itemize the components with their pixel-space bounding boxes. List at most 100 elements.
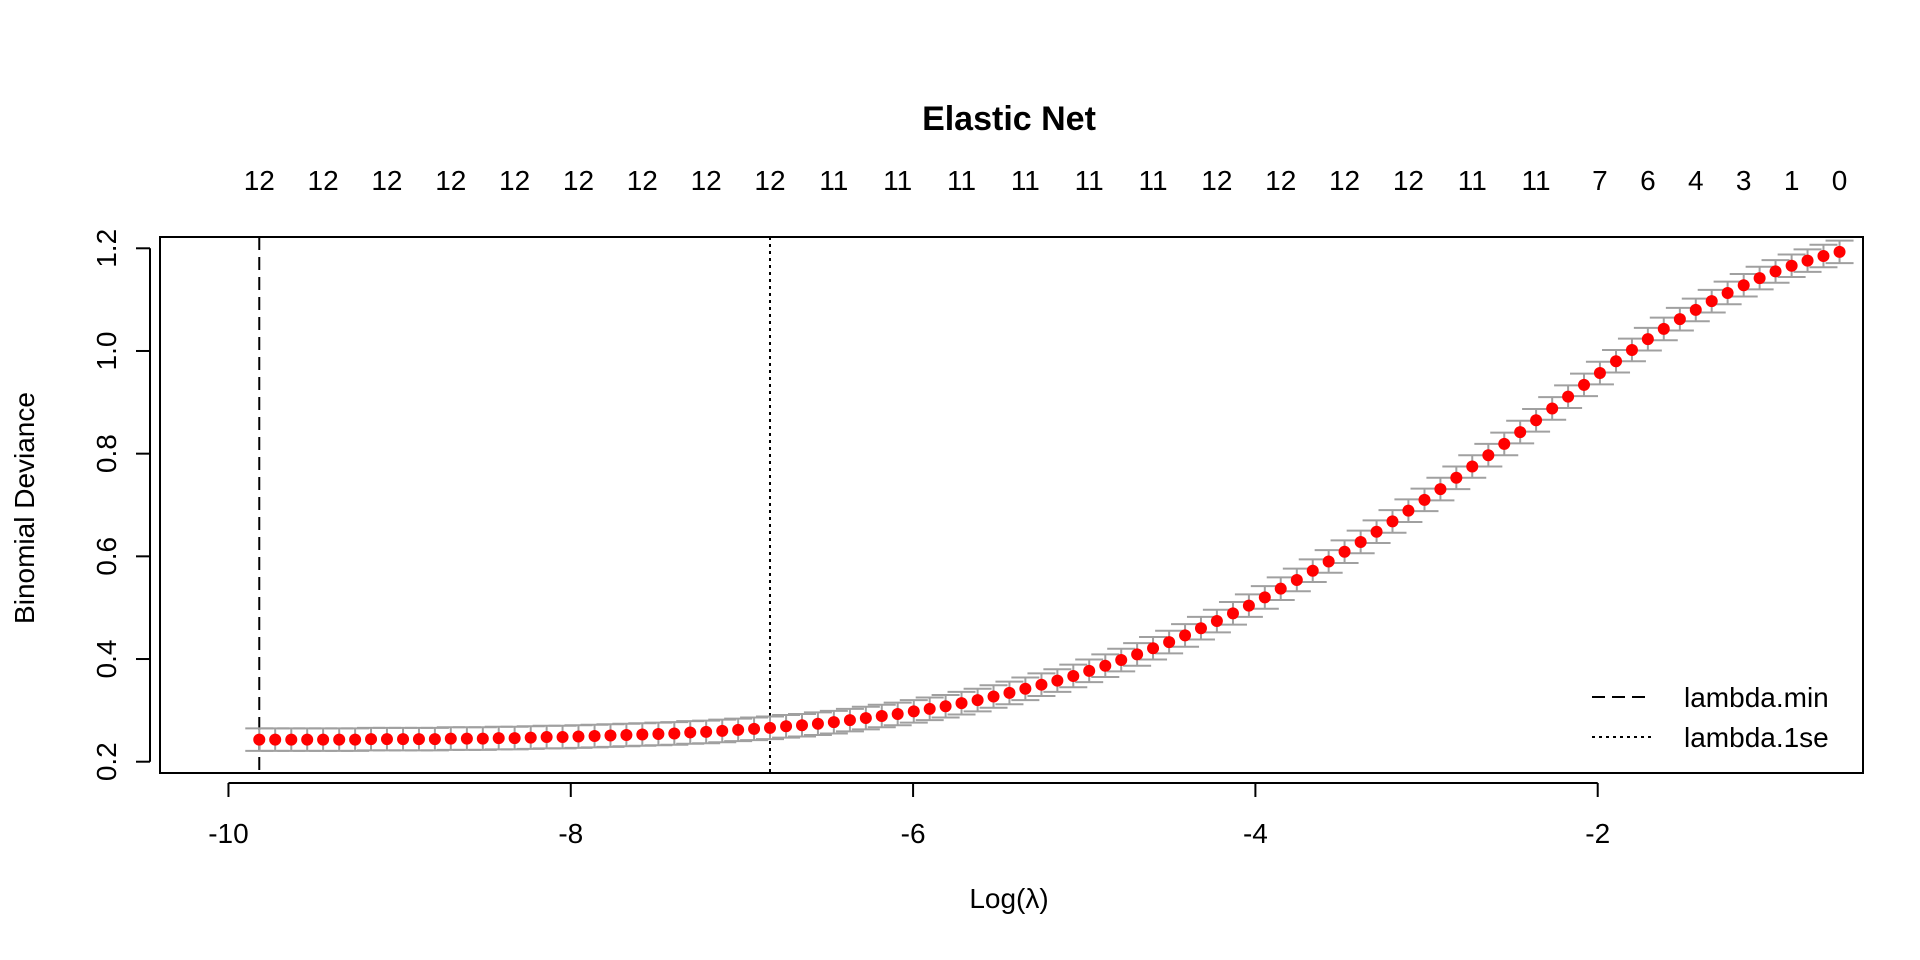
data-point <box>1705 295 1718 308</box>
data-point <box>891 707 904 720</box>
data-point <box>1530 414 1543 427</box>
data-point <box>1370 525 1383 538</box>
data-point <box>1753 272 1766 285</box>
top-axis-count-label: 12 <box>563 165 594 196</box>
data-point <box>1785 259 1798 272</box>
top-axis-count-label: 11 <box>1522 165 1551 196</box>
data-point <box>508 732 521 745</box>
data-point <box>796 719 809 732</box>
data-point <box>859 712 872 725</box>
y-tick-label: 0.6 <box>91 537 122 576</box>
data-point <box>492 732 505 745</box>
data-point <box>700 725 713 738</box>
top-axis-count-label: 11 <box>819 165 848 196</box>
data-point <box>1386 515 1399 528</box>
x-tick-label: -10 <box>208 818 248 849</box>
top-axis-count-label: 12 <box>627 165 658 196</box>
data-point <box>269 733 282 746</box>
data-point <box>1450 471 1463 484</box>
data-point <box>748 722 761 735</box>
data-point <box>1306 564 1319 577</box>
top-axis-count-label: 11 <box>883 165 912 196</box>
data-point <box>1258 591 1271 604</box>
data-point <box>1817 249 1830 262</box>
data-point <box>1242 599 1255 612</box>
top-axis-count-label: 12 <box>435 165 466 196</box>
data-point <box>476 732 489 745</box>
data-point <box>923 702 936 715</box>
data-point <box>428 733 441 746</box>
plot-frame <box>159 236 1864 774</box>
top-axis-count-label: 12 <box>691 165 722 196</box>
top-axis-count-label: 3 <box>1736 165 1752 196</box>
data-point <box>620 729 633 742</box>
data-point <box>827 716 840 729</box>
data-point <box>636 728 649 741</box>
data-point <box>1083 664 1096 677</box>
data-point <box>1402 504 1415 517</box>
top-axis-count-label: 0 <box>1832 165 1848 196</box>
top-axis-count-label: 12 <box>308 165 339 196</box>
data-point <box>811 717 824 730</box>
data-point <box>875 710 888 723</box>
y-tick-label: 0.2 <box>91 742 122 781</box>
data-point <box>1769 265 1782 278</box>
top-axis-count-label: 11 <box>1075 165 1104 196</box>
data-point <box>556 731 569 744</box>
top-axis-count-label: 11 <box>1458 165 1487 196</box>
data-point <box>907 705 920 718</box>
top-axis-count-label: 12 <box>1265 165 1296 196</box>
data-point <box>397 733 410 746</box>
top-axis-count-label: 12 <box>1393 165 1424 196</box>
data-point <box>333 733 346 746</box>
data-point <box>652 727 665 740</box>
top-axis-count-label: 11 <box>1139 165 1168 196</box>
top-axis-count-label: 4 <box>1688 165 1704 196</box>
data-point <box>1673 313 1686 326</box>
data-point <box>1833 245 1846 258</box>
data-point <box>1593 367 1606 380</box>
data-point <box>1578 378 1591 391</box>
data-point <box>1721 286 1734 299</box>
data-point <box>1625 343 1638 356</box>
data-point <box>380 733 393 746</box>
data-point <box>317 733 330 746</box>
data-point <box>1115 654 1128 667</box>
top-axis-count-label: 12 <box>754 165 785 196</box>
y-tick-label: 1.2 <box>91 229 122 268</box>
data-point <box>349 733 362 746</box>
data-point <box>1099 659 1112 672</box>
data-point <box>1003 686 1016 699</box>
data-point <box>1147 642 1160 655</box>
data-point <box>1179 629 1192 642</box>
data-point <box>1163 636 1176 649</box>
data-point <box>572 730 585 743</box>
data-point <box>253 733 266 746</box>
data-point <box>1641 333 1654 346</box>
data-point <box>763 721 776 734</box>
top-axis-count-label: 11 <box>1011 165 1040 196</box>
data-point <box>987 690 1000 703</box>
data-point <box>1019 682 1032 695</box>
top-axis-count-label: 6 <box>1640 165 1656 196</box>
top-axis-count-label: 12 <box>244 165 275 196</box>
y-tick-label: 1.0 <box>91 332 122 371</box>
data-point <box>1354 535 1367 548</box>
data-point <box>285 733 298 746</box>
top-axis-count-label: 12 <box>499 165 530 196</box>
data-point <box>1226 607 1239 620</box>
data-point <box>1338 545 1351 558</box>
data-point <box>1035 678 1048 691</box>
data-point <box>1737 279 1750 292</box>
data-point <box>1131 648 1144 661</box>
legend: lambda.min lambda.1se <box>1592 682 1829 753</box>
data-point <box>684 726 697 739</box>
top-axis-count-label: 1 <box>1784 165 1800 196</box>
data-point <box>1322 555 1335 568</box>
legend-label: lambda.min <box>1684 682 1829 713</box>
y-tick-label: 0.4 <box>91 640 122 679</box>
top-axis-count-label: 12 <box>1201 165 1232 196</box>
x-tick-label: -4 <box>1243 818 1268 849</box>
data-point <box>365 733 378 746</box>
top-axis-count-label: 12 <box>371 165 402 196</box>
